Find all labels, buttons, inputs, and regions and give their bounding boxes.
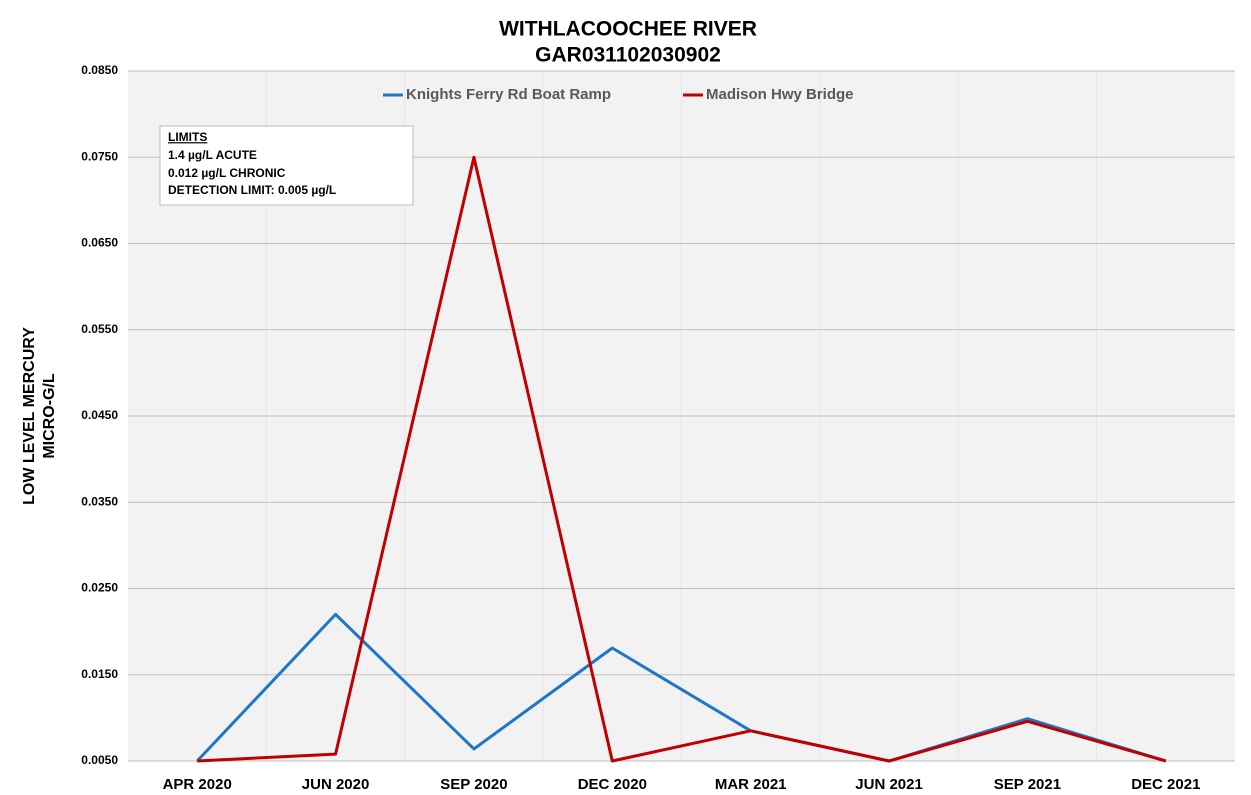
x-tick-label: JUN 2021 — [855, 776, 923, 793]
x-tick-label: DEC 2021 — [1131, 776, 1200, 793]
y-tick-label: 0.0450 — [81, 408, 118, 422]
chart-title: WITHLACOOCHEE RIVER — [499, 18, 757, 41]
annotation-line: 0.012 µg/L CHRONIC — [168, 166, 286, 180]
y-tick-label: 0.0650 — [81, 236, 118, 250]
y-tick-label: 0.0350 — [81, 494, 118, 508]
y-tick-label: 0.0150 — [81, 667, 118, 681]
legend-label: Madison Hwy Bridge — [706, 86, 854, 103]
y-axis-label: LOW LEVEL MERCURY — [21, 327, 38, 505]
annotation-title: LIMITS — [168, 130, 207, 144]
y-tick-label: 0.0050 — [81, 753, 118, 767]
series-line — [196, 612, 1167, 763]
chart-subtitle: GAR031102030902 — [535, 44, 721, 67]
x-tick-label: MAR 2021 — [715, 776, 787, 793]
annotation-line: DETECTION LIMIT: 0.005 µg/L — [168, 183, 336, 197]
annotation-line: 1.4 µg/L ACUTE — [168, 148, 257, 162]
y-tick-label: 0.0850 — [81, 63, 118, 77]
y-tick-label: 0.0550 — [81, 322, 118, 336]
x-tick-label: APR 2020 — [163, 776, 232, 793]
x-tick-label: SEP 2020 — [440, 776, 507, 793]
legend-label: Knights Ferry Rd Boat Ramp — [406, 86, 611, 103]
x-tick-label: SEP 2021 — [994, 776, 1061, 793]
y-axis-label: MICRO-G/L — [41, 373, 58, 459]
y-tick-label: 0.0250 — [81, 581, 118, 595]
x-tick-label: JUN 2020 — [302, 776, 370, 793]
x-tick-label: DEC 2020 — [578, 776, 647, 793]
y-tick-label: 0.0750 — [81, 149, 118, 163]
series-line — [197, 155, 1167, 763]
annotation-box — [159, 125, 414, 206]
